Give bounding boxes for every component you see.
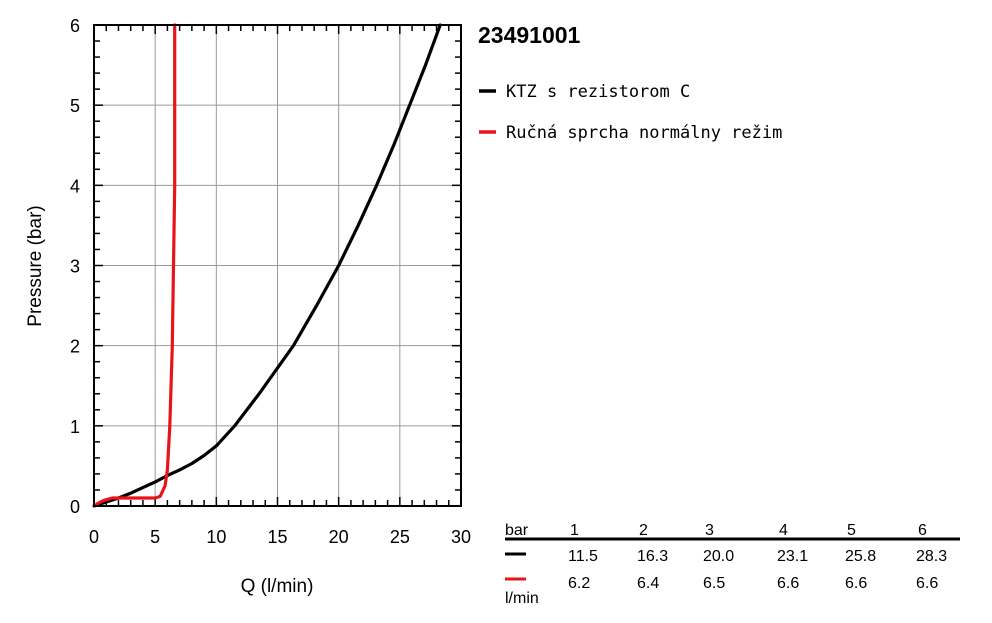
- table-cell: 28.3: [916, 548, 947, 565]
- x-tick-label: 0: [89, 527, 99, 547]
- y-tick-label: 5: [70, 96, 80, 116]
- table-cell: 6.6: [916, 575, 938, 592]
- table-column-header: 4: [779, 522, 788, 539]
- table-cell: 6.5: [703, 575, 725, 592]
- table-column-header: 2: [639, 522, 648, 539]
- x-tick-label: 20: [329, 527, 349, 547]
- plot-frame: [93, 24, 462, 507]
- x-tick-label: 25: [390, 527, 410, 547]
- y-tick-label: 3: [70, 257, 80, 277]
- legend: KTZ s rezistorom C Ručná sprcha normálny…: [479, 82, 782, 143]
- x-axis-title: Q (l/min): [241, 576, 314, 597]
- table-cell: 11.5: [568, 548, 598, 565]
- legend-label-series-1: KTZ s rezistorom C: [506, 82, 690, 102]
- table-cell: 23.1: [777, 548, 808, 565]
- y-tick-label: 6: [70, 16, 80, 36]
- x-tick-label: 5: [150, 527, 160, 547]
- table-cell: 6.6: [777, 575, 799, 592]
- table-column-header: 3: [705, 522, 714, 539]
- table-cell: 6.4: [637, 575, 659, 592]
- table-cell: 6.2: [568, 575, 590, 592]
- chart-title: 23491001: [478, 22, 581, 48]
- table-cell: 6.6: [845, 575, 867, 592]
- x-tick-labels: 0 5 10 15 20 25 30: [89, 527, 471, 547]
- table-header-label: bar: [505, 522, 529, 539]
- y-axis-title: Pressure (bar): [25, 205, 46, 326]
- table-cell: 16.3: [637, 548, 668, 565]
- x-tick-label: 30: [451, 527, 471, 547]
- table-column-header: 5: [847, 522, 856, 539]
- table-cell: 20.0: [703, 548, 734, 565]
- series-lines: [92, 23, 442, 508]
- y-tick-labels: 0 1 2 3 4 5 6: [70, 16, 80, 517]
- table-cell: 25.8: [845, 548, 876, 565]
- y-tick-label: 0: [70, 497, 80, 517]
- x-tick-label: 15: [267, 527, 287, 547]
- y-tick-label: 4: [70, 176, 80, 196]
- grid: [94, 25, 461, 506]
- series-line-2: [92, 23, 177, 508]
- table-unit-label: l/min: [505, 590, 539, 607]
- table-column-header: 1: [570, 522, 579, 539]
- table-column-header: 6: [918, 522, 927, 539]
- y-tick-label: 1: [70, 417, 80, 437]
- data-table: bar l/min 1 2 3 4 5 6 11.5 16.3 20.0 23.1 25.8 28.3…: [505, 522, 960, 607]
- legend-label-series-2: Ručná sprcha normálny režim: [506, 123, 782, 143]
- series-line-1: [92, 23, 442, 508]
- table-cells: 1 2 3 4 5 6 11.5 16.3 20.0 23.1 25.8 28.3 6.2 6.4 6.5 6…: [568, 522, 947, 592]
- y-tick-label: 2: [70, 337, 80, 357]
- x-tick-label: 10: [206, 527, 226, 547]
